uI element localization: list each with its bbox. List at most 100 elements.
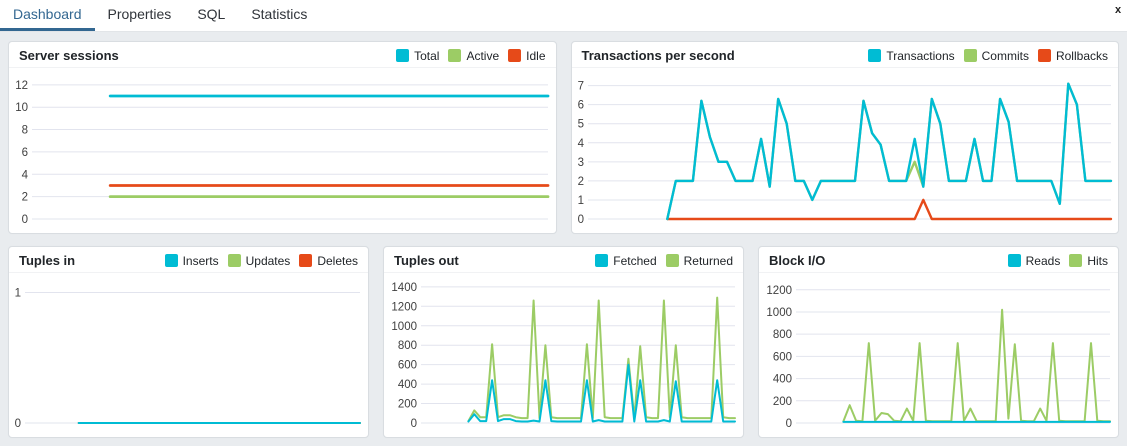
legend-swatch bbox=[299, 254, 313, 267]
legend-label: Reads bbox=[1025, 253, 1061, 268]
y-axis-tick-label: 1200 bbox=[766, 285, 792, 297]
y-axis-tick-label: 0 bbox=[15, 418, 21, 430]
panel-title: Tuples out bbox=[394, 253, 459, 268]
tab-statistics[interactable]: Statistics bbox=[251, 6, 308, 22]
y-axis-tick-label: 1000 bbox=[391, 321, 417, 333]
y-axis-tick-label: 400 bbox=[773, 374, 792, 386]
panel-tuples-out: Tuples out Fetched Returned 0 200 400 600 800… bbox=[383, 246, 744, 438]
tuples-out-svg: 0 200 400 600 800 1000 1200 1400 bbox=[391, 282, 736, 430]
y-axis-tick-label: 800 bbox=[773, 329, 792, 341]
y-axis-tick-label: 600 bbox=[398, 360, 417, 372]
legend-label: Transactions bbox=[886, 48, 955, 63]
legend: Fetched Returned bbox=[595, 254, 733, 268]
legend-label: Inserts bbox=[182, 253, 219, 268]
y-axis-tick-label: 800 bbox=[398, 340, 417, 352]
series-line-transactions bbox=[665, 82, 1112, 221]
legend-item-inserts: Inserts bbox=[164, 253, 219, 268]
legend-item-updates: Updates bbox=[227, 253, 291, 268]
tab-sql[interactable]: SQL bbox=[197, 6, 226, 22]
y-axis-tick-label: 200 bbox=[773, 396, 792, 408]
legend-item-commits: Commits bbox=[963, 49, 1029, 63]
legend-item-active: Active bbox=[448, 49, 499, 63]
legend: Transactions Commits Rollbacks bbox=[868, 49, 1108, 63]
y-axis-tick-label: 0 bbox=[577, 214, 583, 226]
series-line-returned bbox=[467, 296, 736, 423]
legend-item-total: Total bbox=[396, 49, 439, 63]
legend-label: Total bbox=[414, 48, 440, 63]
dashboard-content: Server sessions Total Active Idle 0 2 4 6 8 10 1… bbox=[0, 32, 1127, 446]
legend-swatch bbox=[868, 49, 882, 62]
y-axis-tick-label: 1 bbox=[577, 195, 583, 207]
block-io-svg: 0 200 400 600 800 1000 1200 bbox=[766, 285, 1111, 430]
block-io-chart: 0 200 400 600 800 1000 1200 bbox=[759, 273, 1118, 437]
legend-label: Idle bbox=[526, 48, 546, 63]
legend-item-idle: Idle bbox=[508, 48, 546, 63]
y-axis-tick-label: 12 bbox=[15, 80, 28, 92]
legend-item-reads: Reads bbox=[1007, 253, 1061, 268]
y-axis-tick-label: 400 bbox=[398, 379, 417, 391]
legend-item-fetched: Fetched bbox=[595, 253, 657, 268]
legend-item-transactions: Transactions bbox=[868, 48, 955, 63]
legend: Total Active Idle bbox=[396, 48, 546, 63]
series-line-hits bbox=[842, 308, 1111, 423]
transactions-per-second-chart: 0 1 2 3 4 5 6 7 bbox=[572, 68, 1119, 233]
tab-properties[interactable]: Properties bbox=[107, 6, 172, 22]
legend: Inserts Updates Deletes bbox=[164, 253, 358, 268]
transactions-per-second-svg: 0 1 2 3 4 5 6 7 bbox=[577, 81, 1112, 226]
legend-swatch bbox=[1037, 49, 1051, 62]
tuples-out-chart: 0 200 400 600 800 1000 1200 1400 bbox=[384, 273, 743, 437]
y-axis-tick-label: 2 bbox=[577, 176, 583, 188]
y-axis-tick-label: 3 bbox=[577, 157, 583, 169]
y-axis-tick-label: 4 bbox=[22, 169, 29, 181]
legend-item-returned: Returned bbox=[665, 254, 733, 268]
panel-server-sessions: Server sessions Total Active Idle 0 2 4 6 8 10 1… bbox=[8, 41, 557, 234]
y-axis-tick-label: 4 bbox=[577, 138, 584, 150]
y-axis-tick-label: 1 bbox=[15, 287, 21, 299]
y-axis-tick-label: 2 bbox=[22, 192, 28, 204]
legend-label: Fetched bbox=[613, 253, 657, 268]
close-icon[interactable]: x bbox=[1114, 4, 1122, 16]
y-axis-tick-label: 1000 bbox=[766, 307, 792, 319]
y-axis-tick-label: 5 bbox=[577, 119, 583, 131]
legend-swatch bbox=[665, 254, 679, 267]
legend: Reads Hits bbox=[1007, 253, 1108, 268]
series-line-commits bbox=[665, 82, 1112, 221]
legend-swatch bbox=[1007, 254, 1021, 267]
y-axis-tick-label: 1200 bbox=[391, 301, 417, 313]
legend-swatch bbox=[508, 49, 522, 62]
panel-title: Server sessions bbox=[19, 48, 119, 63]
legend-label: Hits bbox=[1087, 253, 1108, 268]
legend-item-hits: Hits bbox=[1069, 254, 1108, 268]
server-sessions-svg: 0 2 4 6 8 10 12 bbox=[15, 80, 550, 226]
y-axis-tick-label: 0 bbox=[411, 418, 417, 430]
panel-transactions-per-second: Transactions per second Transactions Comm… bbox=[570, 41, 1119, 234]
y-axis-tick-label: 10 bbox=[15, 102, 28, 114]
y-axis-tick-label: 600 bbox=[773, 351, 792, 363]
legend-swatch bbox=[448, 49, 462, 62]
series-line-fetched bbox=[467, 363, 736, 423]
y-axis-tick-label: 1400 bbox=[391, 282, 417, 294]
legend-swatch bbox=[227, 254, 241, 267]
panel-title: Block I/O bbox=[769, 253, 826, 268]
legend-swatch bbox=[1069, 254, 1083, 267]
panel-title: Tuples in bbox=[19, 253, 76, 268]
legend-label: Updates bbox=[245, 253, 291, 268]
legend-swatch bbox=[963, 49, 977, 62]
tab-dashboard[interactable]: Dashboard bbox=[0, 0, 95, 31]
legend-item-rollbacks: Rollbacks bbox=[1037, 49, 1108, 63]
panel-title: Transactions per second bbox=[581, 48, 735, 63]
y-axis-tick-label: 6 bbox=[22, 147, 28, 159]
y-axis-tick-label: 8 bbox=[22, 125, 28, 137]
legend-item-deletes: Deletes bbox=[299, 254, 358, 268]
y-axis-tick-label: 6 bbox=[577, 100, 583, 112]
y-axis-tick-label: 7 bbox=[577, 81, 583, 93]
panel-block-io: Block I/O Reads Hits 0 200 400 600 800 1000 120… bbox=[758, 246, 1119, 438]
y-axis-tick-label: 0 bbox=[22, 214, 28, 226]
legend-label: Deletes bbox=[317, 253, 358, 268]
y-axis-tick-label: 0 bbox=[786, 418, 792, 430]
legend-swatch bbox=[595, 254, 609, 267]
series-line-rollbacks bbox=[665, 198, 1112, 221]
legend-swatch bbox=[164, 254, 178, 267]
